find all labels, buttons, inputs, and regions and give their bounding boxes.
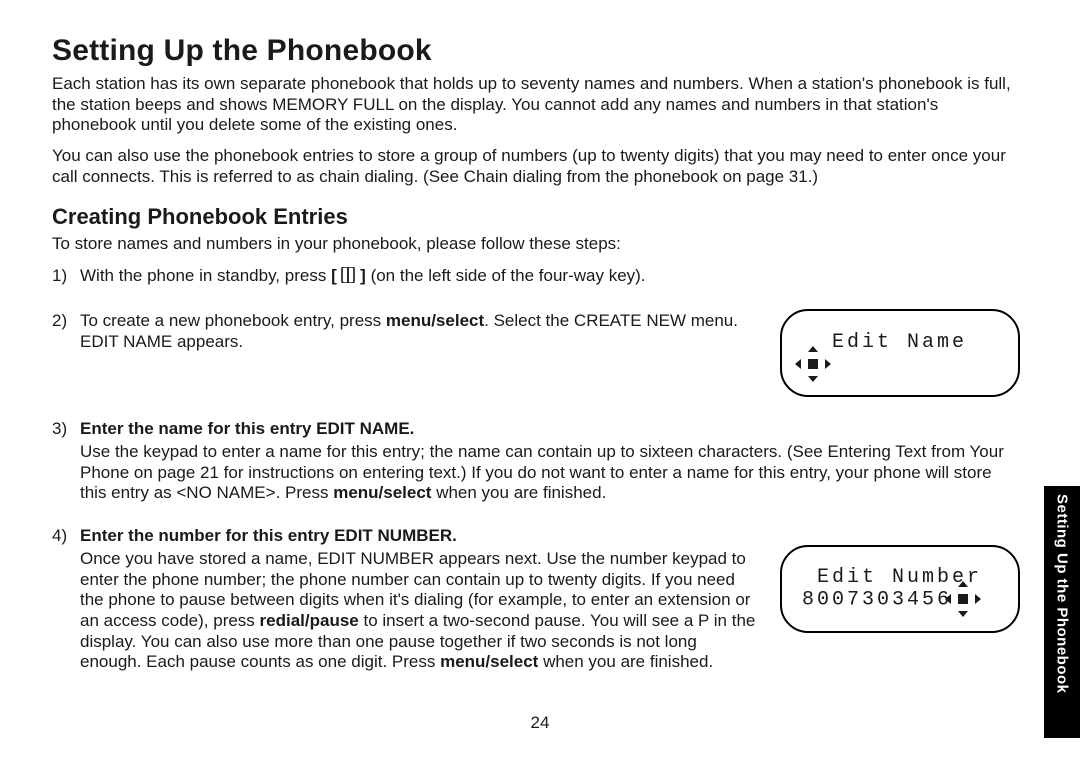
step-3-heading: Enter the name for this entry EDIT NAME. xyxy=(80,419,414,438)
step-1-text-b: (on the left side of the four-way key). xyxy=(366,266,646,285)
phonebook-icon xyxy=(341,267,355,289)
steps-list: With the phone in standby, press [ ] (on… xyxy=(52,266,1020,673)
step-4-heading: Enter the number for this entry EDIT NUM… xyxy=(80,526,457,545)
step-3-button-label: menu/select xyxy=(333,483,431,502)
intro-paragraph-2: You can also use the phonebook entries t… xyxy=(52,146,1020,187)
manual-page: Setting Up the Phonebook Each station ha… xyxy=(0,0,1080,759)
cursor-icon xyxy=(802,353,824,375)
step-4: Enter the number for this entry EDIT NUM… xyxy=(52,526,1020,673)
lcd2-line1-prefix xyxy=(802,566,817,589)
step-1: With the phone in standby, press [ ] (on… xyxy=(52,266,1020,289)
step-1-bracket-close: ] xyxy=(355,266,365,285)
section-subtitle: Creating Phonebook Entries xyxy=(52,204,1020,230)
lcd-screen-edit-name: Edit Name xyxy=(780,309,1020,397)
step-2-text-a: To create a new phonebook entry, press xyxy=(80,311,386,330)
lcd2-line2-text: 800730345 xyxy=(802,588,937,611)
step-1-text-a: With the phone in standby, press xyxy=(80,266,331,285)
side-tab: Setting Up the Phonebook xyxy=(1044,486,1080,738)
step-1-bracket-open: [ xyxy=(331,266,341,285)
step-3: Enter the name for this entry EDIT NAME.… xyxy=(52,419,1020,504)
subtitle-lead: To store names and numbers in your phone… xyxy=(52,234,1020,255)
step-2-button-label: menu/select xyxy=(386,311,484,330)
page-title: Setting Up the Phonebook xyxy=(52,34,1020,68)
page-number: 24 xyxy=(0,713,1080,733)
step-4-button1-label: redial/pause xyxy=(260,611,359,630)
cursor-icon xyxy=(952,588,974,610)
step-4-body: Once you have stored a name, EDIT NUMBER… xyxy=(80,549,762,673)
step-2: To create a new phonebook entry, press m… xyxy=(52,311,1020,397)
step-4-body-c: when you are finished. xyxy=(538,652,713,671)
lcd-line1-text: Edit Name xyxy=(832,331,967,354)
lcd-screen-edit-number: Edit Number 8007303456 xyxy=(780,545,1020,633)
step-3-body-b: when you are finished. xyxy=(431,483,606,502)
step-2-text: To create a new phonebook entry, press m… xyxy=(80,311,762,352)
intro-paragraph-1: Each station has its own separate phoneb… xyxy=(52,74,1020,136)
step-4-button2-label: menu/select xyxy=(440,652,538,671)
